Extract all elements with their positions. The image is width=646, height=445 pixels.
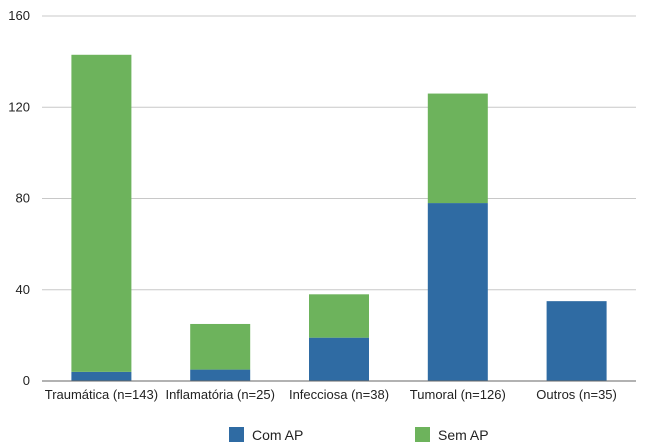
legend-label: Com AP <box>252 427 303 443</box>
bar-com-ap <box>190 369 251 381</box>
x-category-label: Tumoral (n=126) <box>410 387 506 402</box>
x-axis-categories: Traumática (n=143) Inflamatória (n=25) Inf… <box>45 387 617 402</box>
legend-label: Sem AP <box>438 427 489 443</box>
bar-com-ap <box>427 203 488 381</box>
bar-sem-ap <box>71 54 132 372</box>
legend-swatch <box>229 427 244 442</box>
y-tick-label: 120 <box>8 99 30 114</box>
bar-com-ap <box>71 371 132 381</box>
y-axis-ticks: 0 40 80 120 160 <box>8 8 30 388</box>
x-category-label: Traumática (n=143) <box>45 387 158 402</box>
y-tick-label: 160 <box>8 8 30 23</box>
legend-swatch <box>415 427 430 442</box>
bar-com-ap <box>309 337 369 381</box>
bar-sem-ap <box>309 294 369 338</box>
legend: Com AP Sem AP <box>229 427 489 443</box>
bar-sem-ap <box>190 323 251 370</box>
x-category-label: Outros (n=35) <box>536 387 617 402</box>
bars <box>71 54 607 381</box>
y-tick-label: 0 <box>23 373 30 388</box>
x-category-label: Inflamatória (n=25) <box>165 387 274 402</box>
gridlines <box>42 15 636 291</box>
y-tick-label: 40 <box>16 282 30 297</box>
y-tick-label: 80 <box>16 191 30 206</box>
bar-sem-ap <box>427 93 488 204</box>
x-category-label: Infecciosa (n=38) <box>289 387 389 402</box>
bar-com-ap <box>546 301 607 381</box>
